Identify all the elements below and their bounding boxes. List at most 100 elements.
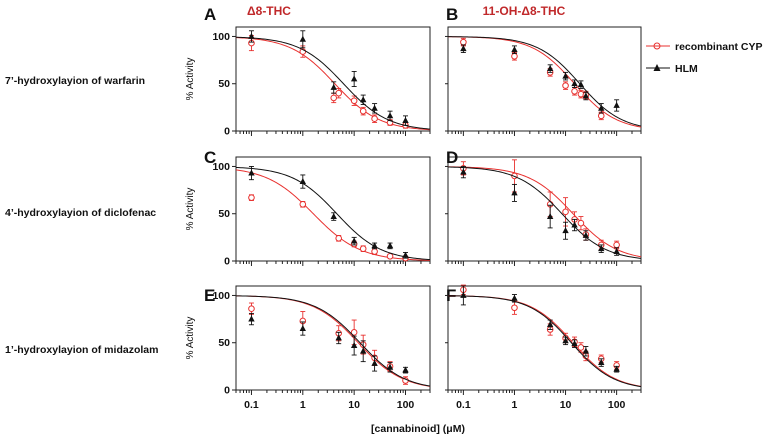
y-tick-label: 50 [218,78,230,90]
x-axis-label: [cannabinoid] (μM) [371,423,465,435]
data-point-hlm [598,358,605,365]
y-tick-label: 100 [212,161,230,173]
data-point-hlm [248,169,255,176]
column-title-2: 11-OH-Δ8-THC [483,4,566,18]
x-tick-label: 0.1 [456,399,471,411]
data-point-hlm [371,242,378,249]
data-point-hlm [299,177,307,184]
y-axis-label: % Activity [185,58,196,101]
data-point-recombinant [577,219,585,227]
fit-curve-recombinant [235,37,431,131]
data-point-hlm [402,117,409,123]
fit-curve-hlm [235,166,431,261]
legend-hlm-marker [653,64,661,71]
data-point-hlm [577,81,585,88]
data-point-recombinant [460,38,467,46]
column-title-1: Δ8-THC [247,4,291,18]
plot-frame [447,26,642,132]
data-point-hlm [613,365,620,372]
data-point-hlm [613,247,620,254]
data-point-hlm [460,168,467,175]
data-point-recombinant [371,248,378,255]
data-point-hlm [248,315,255,322]
data-point-hlm [386,363,394,370]
data-point-recombinant [350,329,358,336]
y-tick-label: 50 [218,337,230,349]
x-tick-label: 1 [300,399,306,411]
data-point-hlm [598,104,605,111]
data-point-recombinant [335,235,342,242]
data-point-recombinant [511,53,518,60]
plot-frame [235,156,431,262]
data-point-recombinant [571,87,578,95]
data-point-recombinant [299,200,307,208]
fit-curve-recombinant [235,295,431,387]
panel-d: D [445,148,642,266]
y-tick-label: 0 [224,126,230,138]
plot-frame [447,285,642,391]
y-axis-label: % Activity [185,188,196,231]
fit-curve-hlm [447,166,642,259]
fit-curve-hlm [235,36,431,130]
data-point-hlm [562,227,569,234]
x-tick-label: 100 [397,399,415,411]
y-tick-label: 0 [224,256,230,268]
data-point-hlm [562,72,569,79]
fit-curve-hlm [447,295,642,388]
legend-hlm-label: HLM [675,63,698,75]
data-point-hlm [371,104,378,111]
y-axis-label: % Activity [185,317,196,360]
panel-e: E 0.1 1 10 100 0 50 100 % Activity [185,285,431,411]
data-point-recombinant [511,304,518,312]
x-tick-label: 0.1 [244,399,259,411]
legend: recombinant CYP HLM [646,41,763,75]
data-point-hlm [299,35,307,42]
data-point-recombinant [562,82,569,89]
y-tick-label: 50 [218,208,230,220]
plot-frame [447,156,642,262]
panel-letter: C [204,148,216,167]
y-tick-label: 0 [224,385,230,397]
data-point-recombinant [248,194,255,201]
data-point-hlm [402,251,409,258]
data-point-hlm [350,237,358,244]
panel-a: A 0 50 100 % Activity [185,5,431,138]
x-tick-label: 1 [512,399,518,411]
data-point-hlm [571,221,578,228]
data-point-hlm [582,92,590,99]
panel-b: B [445,5,642,136]
data-point-hlm [582,347,590,354]
data-point-recombinant [248,305,255,312]
data-point-hlm [598,245,605,252]
x-tick-label: 10 [348,399,360,411]
data-point-recombinant [359,107,367,115]
data-point-recombinant [350,97,358,105]
data-point-hlm [460,45,467,52]
panel-c: C 0 50 100 % Activity [185,148,431,268]
fit-curve-hlm [235,295,431,387]
panel-letter: B [446,5,458,24]
data-point-hlm [546,65,554,71]
legend-recombinant-marker [653,42,661,50]
x-tick-label: 100 [608,399,626,411]
data-point-hlm [299,324,307,331]
data-point-hlm [511,46,518,53]
row-label-warfarin: 7’-hydroxylayion of warfarin [5,75,145,87]
data-point-hlm [511,189,518,196]
data-point-hlm [562,337,569,344]
data-point-recombinant [562,208,569,216]
data-point-hlm [350,341,358,348]
data-point-hlm [371,359,378,366]
data-point-recombinant [359,245,367,253]
fit-curve-recombinant [447,295,642,387]
data-point-hlm [248,32,255,39]
data-point-hlm [511,294,518,301]
data-point-hlm [546,212,554,219]
data-point-hlm [402,366,409,373]
data-point-recombinant [330,94,338,102]
row-label-midazolam: 1’-hydroxylayion of midazolam [5,344,158,356]
panel-letter: E [204,286,215,305]
panel-letter: D [446,148,458,167]
data-point-hlm [546,321,554,328]
